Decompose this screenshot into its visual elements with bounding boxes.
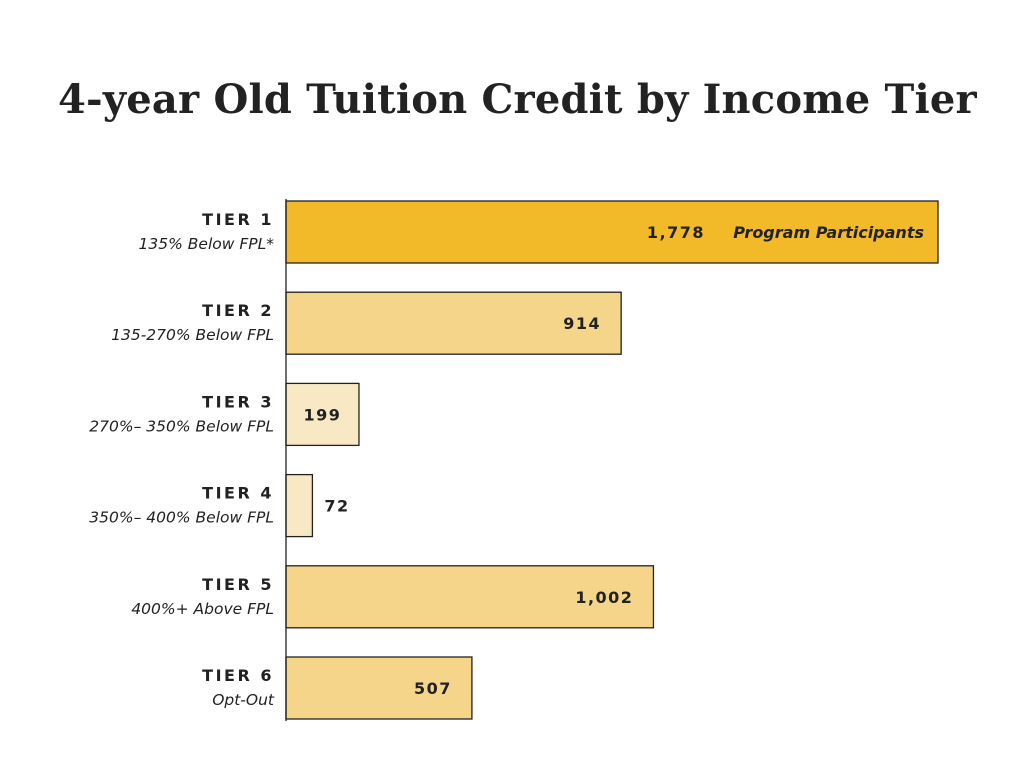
tier-label: TIER 5	[202, 575, 274, 594]
bar-tier-1	[285, 200, 939, 264]
bar-tier-4	[285, 473, 314, 538]
bar-tier-3	[285, 382, 360, 447]
bar-tier-2	[285, 291, 622, 355]
tier-description: 270%– 350% Below FPL	[89, 417, 274, 435]
tier-description: 135-270% Below FPL	[111, 326, 274, 344]
chart-title: 4-year Old Tuition Credit by Income Tier	[58, 76, 977, 123]
value-label: 914	[563, 314, 601, 333]
value-label: 72	[324, 497, 349, 516]
tier-description: 400%+ Above FPL	[131, 600, 274, 618]
value-label: 1,778	[647, 223, 705, 242]
bar-tier-5	[285, 565, 655, 629]
value-label: 1,002	[575, 588, 633, 607]
tier-label: TIER 6	[202, 666, 274, 685]
tier-label: TIER 2	[202, 301, 274, 320]
value-label: 507	[414, 679, 452, 698]
participants-annotation: Program Participants	[733, 223, 924, 242]
tier-description: 350%– 400% Below FPL	[89, 509, 274, 527]
tier-label: TIER 3	[202, 392, 274, 411]
tier-label: TIER 4	[202, 484, 274, 503]
bar-tier-6	[285, 656, 473, 720]
tier-label: TIER 1	[202, 210, 274, 229]
value-label: 199	[304, 405, 342, 424]
tier-description: Opt-Out	[212, 691, 275, 709]
tier-description: 135% Below FPL*	[139, 235, 275, 253]
